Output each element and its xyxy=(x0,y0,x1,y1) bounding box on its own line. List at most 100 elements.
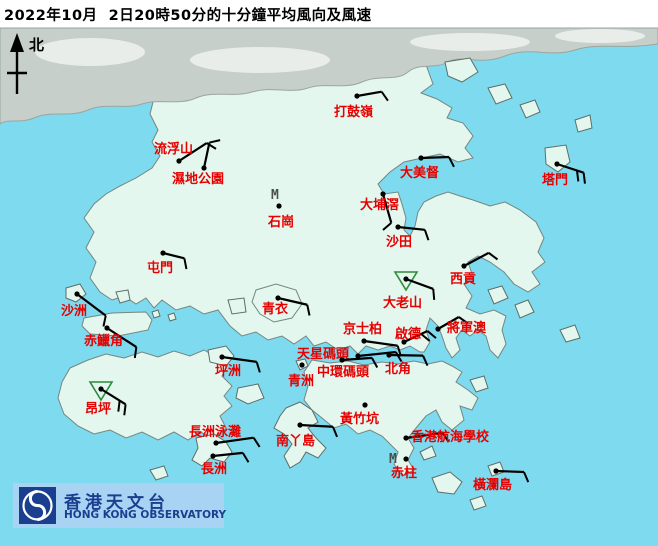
station-tai-mei-tuk: 大美督 xyxy=(400,155,455,181)
station-label: 大老山 xyxy=(383,295,422,311)
station-dot xyxy=(403,456,409,462)
wind-barb-tick xyxy=(394,351,403,362)
station-green-island: 青洲 xyxy=(288,362,314,389)
wind-barb-tick xyxy=(123,404,127,416)
wind-barb-tick xyxy=(102,315,107,327)
station-cheung-chau-beach: 長洲泳灘 xyxy=(189,424,261,448)
wind-barb-staff xyxy=(437,316,460,330)
station-shek-kong: M 石崗 xyxy=(267,188,294,230)
wind-barb-tick xyxy=(432,288,436,300)
urban-texture-patch xyxy=(190,47,330,73)
wind-barb-tick xyxy=(371,357,379,369)
station-label: 啟德 xyxy=(395,326,421,342)
station-wong-chuk-hang: 黃竹坑 xyxy=(339,402,379,427)
wind-barb-tick xyxy=(582,172,586,184)
station-label: 長洲 xyxy=(201,462,227,477)
station-waglan-island: 橫瀾島 xyxy=(473,468,530,493)
station-label: 天星碼頭 xyxy=(297,347,350,362)
wind-barb-tick xyxy=(575,170,580,182)
station-dot xyxy=(299,362,305,368)
wind-barb-staff xyxy=(356,90,382,98)
station-label: 石崗 xyxy=(267,215,294,230)
island-mirs-bay-2 xyxy=(487,83,513,105)
land-shenzhen-urban xyxy=(0,27,658,125)
station-tates-cairn: 大老山 xyxy=(383,271,436,311)
station-north-point: 北角 xyxy=(385,352,429,377)
island-mirs-bay-3 xyxy=(519,99,541,119)
wind-barb-tick xyxy=(117,400,121,412)
station-label: 大美督 xyxy=(400,165,439,181)
station-label: 坪洲 xyxy=(215,364,241,379)
station-triangle-symbol xyxy=(88,381,114,402)
station-label: 將軍澳 xyxy=(447,320,487,336)
station-chek-lap-kok: 赤鱲角 xyxy=(84,325,138,359)
island-po-toi-2 xyxy=(469,495,487,511)
missing-data-marker: M xyxy=(271,188,279,203)
north-label: 北 xyxy=(29,36,44,54)
island-mirs-bay-1 xyxy=(444,57,479,83)
station-label: 大埔滘 xyxy=(360,197,399,213)
station-label: 濕地公園 xyxy=(172,171,224,187)
wind-barb-tick xyxy=(241,452,250,463)
station-tseung-kwan-o: 將軍澳 xyxy=(435,316,487,336)
station-label: 沙洲 xyxy=(61,304,87,319)
island-port-shelter-2 xyxy=(514,299,535,319)
wind-barb-tick xyxy=(332,426,339,438)
hko-logo-english-name: HONG KONG OBSERVATORY xyxy=(64,509,227,521)
wind-barb-tick xyxy=(306,304,311,316)
station-cheung-chau: 長洲 xyxy=(201,451,250,477)
island-ninepin xyxy=(559,324,581,343)
wind-barb-staff xyxy=(556,162,584,174)
hko-logo-icon xyxy=(19,487,56,524)
wind-barb-tick xyxy=(423,229,430,241)
island-ne-1 xyxy=(574,114,593,133)
north-arrow: 北 xyxy=(7,33,44,94)
station-label: 青衣 xyxy=(262,301,288,317)
wind-barb-staff xyxy=(178,142,208,162)
wind-barb-tick xyxy=(133,346,138,359)
station-label: 南丫島 xyxy=(276,433,315,449)
wind-barb-staff xyxy=(397,225,425,231)
station-label: 橫瀾島 xyxy=(473,477,512,493)
station-label: 北角 xyxy=(385,361,411,377)
station-label: 黃竹坑 xyxy=(339,411,379,427)
station-ta-kwu-ling: 打鼓嶺 xyxy=(334,90,389,120)
missing-data-marker: M xyxy=(389,452,397,467)
wind-barb-tick xyxy=(523,471,530,483)
wind-barb-tick xyxy=(380,91,389,102)
wind-barb-tick xyxy=(209,139,221,144)
station-kai-tak: 啟德 xyxy=(395,326,437,345)
station-label: 長洲泳灘 xyxy=(189,424,241,440)
station-ngong-ping: 昂坪 xyxy=(85,381,127,417)
station-tsing-yi: 青衣 xyxy=(262,295,311,317)
station-dot xyxy=(276,203,282,209)
land-lantau-island xyxy=(57,349,233,441)
island-brothers-2 xyxy=(167,312,177,322)
station-tuen-mun: 屯門 xyxy=(147,250,188,276)
wind-barb-staff xyxy=(215,436,254,445)
wind-barb-tick xyxy=(448,156,455,168)
urban-texture-patch xyxy=(35,38,145,66)
wind-barb-tick xyxy=(426,330,437,339)
station-label: 塔門 xyxy=(542,172,568,188)
wind-barb-staff xyxy=(106,327,137,348)
wind-barb-staff xyxy=(100,388,127,406)
station-kings-park: 京士柏 xyxy=(343,321,402,357)
station-tap-mun: 塔門 xyxy=(542,161,586,188)
station-label: 香港航海學校 xyxy=(410,429,490,445)
station-tai-po-kau: 大埔滘 xyxy=(360,191,399,231)
wind-barb-staff xyxy=(381,193,393,224)
wind-barb-tick xyxy=(422,355,429,367)
wind-barb-tick xyxy=(458,316,469,325)
station-label: 昂坪 xyxy=(85,401,111,417)
wind-barb-staff xyxy=(341,356,373,362)
wind-barb-staff xyxy=(202,142,211,169)
station-lau-fau-shan: 流浮山 xyxy=(154,141,217,164)
station-label: 青洲 xyxy=(288,373,314,389)
station-stanley: M赤柱 xyxy=(389,452,417,481)
island-beaufort xyxy=(419,445,437,461)
wind-barb-staff xyxy=(162,251,185,260)
island-po-toi xyxy=(431,471,463,495)
